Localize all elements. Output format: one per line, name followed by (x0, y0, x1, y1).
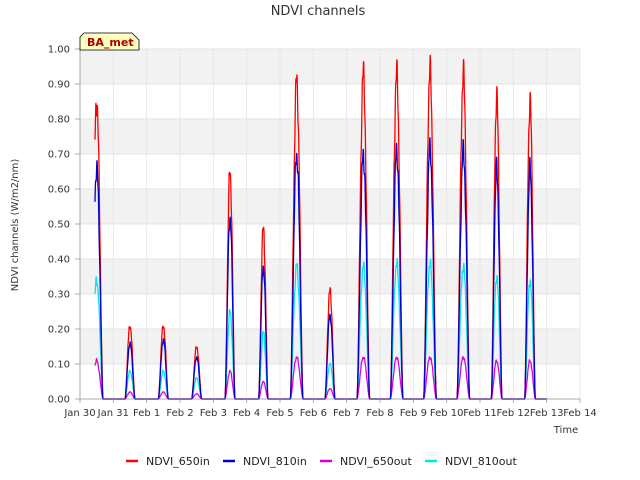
x-tick-label: Feb 1 (133, 408, 160, 419)
y-tick-label: 0.50 (48, 220, 70, 231)
badge-shape (79, 32, 140, 51)
x-tick-label: Feb 6 (300, 408, 327, 419)
x-tick-label: Feb 14 (563, 408, 597, 419)
x-tick-label: Feb 2 (166, 408, 193, 419)
x-tick-label: Feb 8 (366, 408, 393, 419)
y-tick-labels: 0.00 0.10 0.20 0.30 0.40 0.50 0.60 0.70 0.80 0.90… (48, 45, 80, 406)
y-axis-title: NDVI channels (W/m2/nm) (10, 159, 21, 292)
plot-band (80, 329, 580, 364)
legend-label-ndvi-810out: NDVI_810out (445, 455, 517, 468)
x-tick-label: Jan 30 (63, 408, 95, 419)
y-tick-label: 0.60 (48, 185, 70, 196)
y-tick-label: 0.20 (48, 325, 70, 336)
plot-band (80, 49, 580, 84)
y-tick-label: 0.80 (48, 115, 70, 126)
x-tick-label: Feb 7 (333, 408, 360, 419)
x-tick-label: Jan 31 (97, 408, 129, 419)
x-tick-labels: Jan 30 Jan 31 Feb 1 Feb 2 Feb 3 Feb 4 Feb 5 Feb… (63, 399, 597, 419)
y-tick-label: 0.00 (48, 395, 70, 406)
x-tick-label: Feb 13 (530, 408, 564, 419)
x-tick-label: Feb 4 (233, 408, 260, 419)
grid-lines (79, 48, 581, 400)
x-tick-label: Feb 5 (266, 408, 293, 419)
site-badge: BA_met (79, 32, 140, 51)
x-tick-label: Feb 11 (463, 408, 497, 419)
legend-label-ndvi-650in: NDVI_650in (146, 455, 210, 468)
legend-label-ndvi-810in: NDVI_810in (243, 455, 307, 468)
plot-band (80, 189, 580, 224)
y-tick-label: 1.00 (48, 45, 70, 56)
legend: NDVI_650in NDVI_810in NDVI_650out NDVI_810o… (126, 455, 517, 468)
badge-label: BA_met (87, 36, 134, 49)
x-tick-label: Feb 10 (430, 408, 464, 419)
chart-title: NDVI channels (271, 4, 366, 19)
y-tick-label: 0.90 (48, 80, 70, 91)
y-tick-label: 0.40 (48, 255, 70, 266)
x-tick-label: Feb 3 (200, 408, 227, 419)
y-tick-label: 0.70 (48, 150, 70, 161)
y-tick-label: 0.10 (48, 360, 70, 371)
y-tick-label: 0.30 (48, 290, 70, 301)
x-axis-title: Time (553, 425, 578, 436)
legend-label-ndvi-650out: NDVI_650out (340, 455, 412, 468)
x-tick-label: Feb 9 (400, 408, 427, 419)
x-tick-label: Feb 12 (497, 408, 531, 419)
plot-band (80, 119, 580, 154)
